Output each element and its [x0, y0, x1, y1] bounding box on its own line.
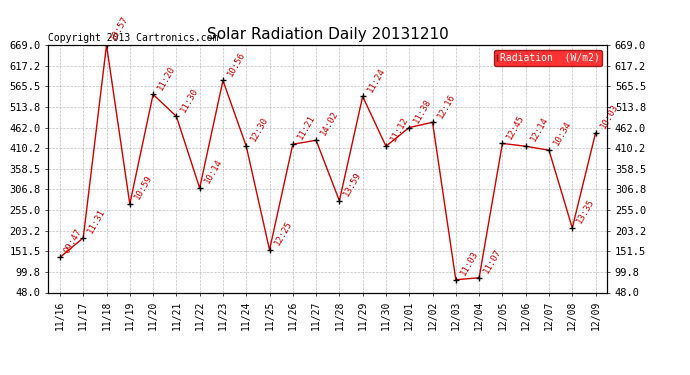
Text: 11:31: 11:31: [86, 207, 107, 235]
Text: 12:30: 12:30: [249, 116, 270, 144]
Text: 12:14: 12:14: [529, 116, 550, 144]
Text: 09:47: 09:47: [63, 227, 84, 255]
Text: 10:03: 10:03: [598, 102, 620, 130]
Text: 10:14: 10:14: [202, 158, 224, 185]
Text: 12:25: 12:25: [273, 219, 293, 247]
Text: 10:59: 10:59: [132, 174, 154, 201]
Text: Copyright 2013 Cartronics.com: Copyright 2013 Cartronics.com: [48, 33, 219, 42]
Text: 13:59: 13:59: [342, 170, 364, 198]
Text: 12:45: 12:45: [505, 113, 526, 141]
Text: 10:57: 10:57: [109, 15, 130, 42]
Text: 11:12: 11:12: [388, 116, 410, 144]
Text: 14:02: 14:02: [319, 110, 340, 138]
Text: 11:24: 11:24: [366, 66, 386, 94]
Title: Solar Radiation Daily 20131210: Solar Radiation Daily 20131210: [207, 27, 448, 42]
Text: 11:38: 11:38: [412, 97, 433, 125]
Text: 11:21: 11:21: [295, 114, 317, 141]
Text: 12:16: 12:16: [435, 92, 457, 120]
Text: 13:35: 13:35: [575, 197, 596, 225]
Text: 10:34: 10:34: [552, 120, 573, 147]
Text: 10:56: 10:56: [226, 50, 247, 78]
Text: 11:07: 11:07: [482, 247, 503, 275]
Text: 11:20: 11:20: [156, 64, 177, 92]
Text: 11:03: 11:03: [459, 249, 480, 277]
Legend: Radiation  (W/m2): Radiation (W/m2): [494, 50, 602, 66]
Text: 11:30: 11:30: [179, 86, 200, 114]
